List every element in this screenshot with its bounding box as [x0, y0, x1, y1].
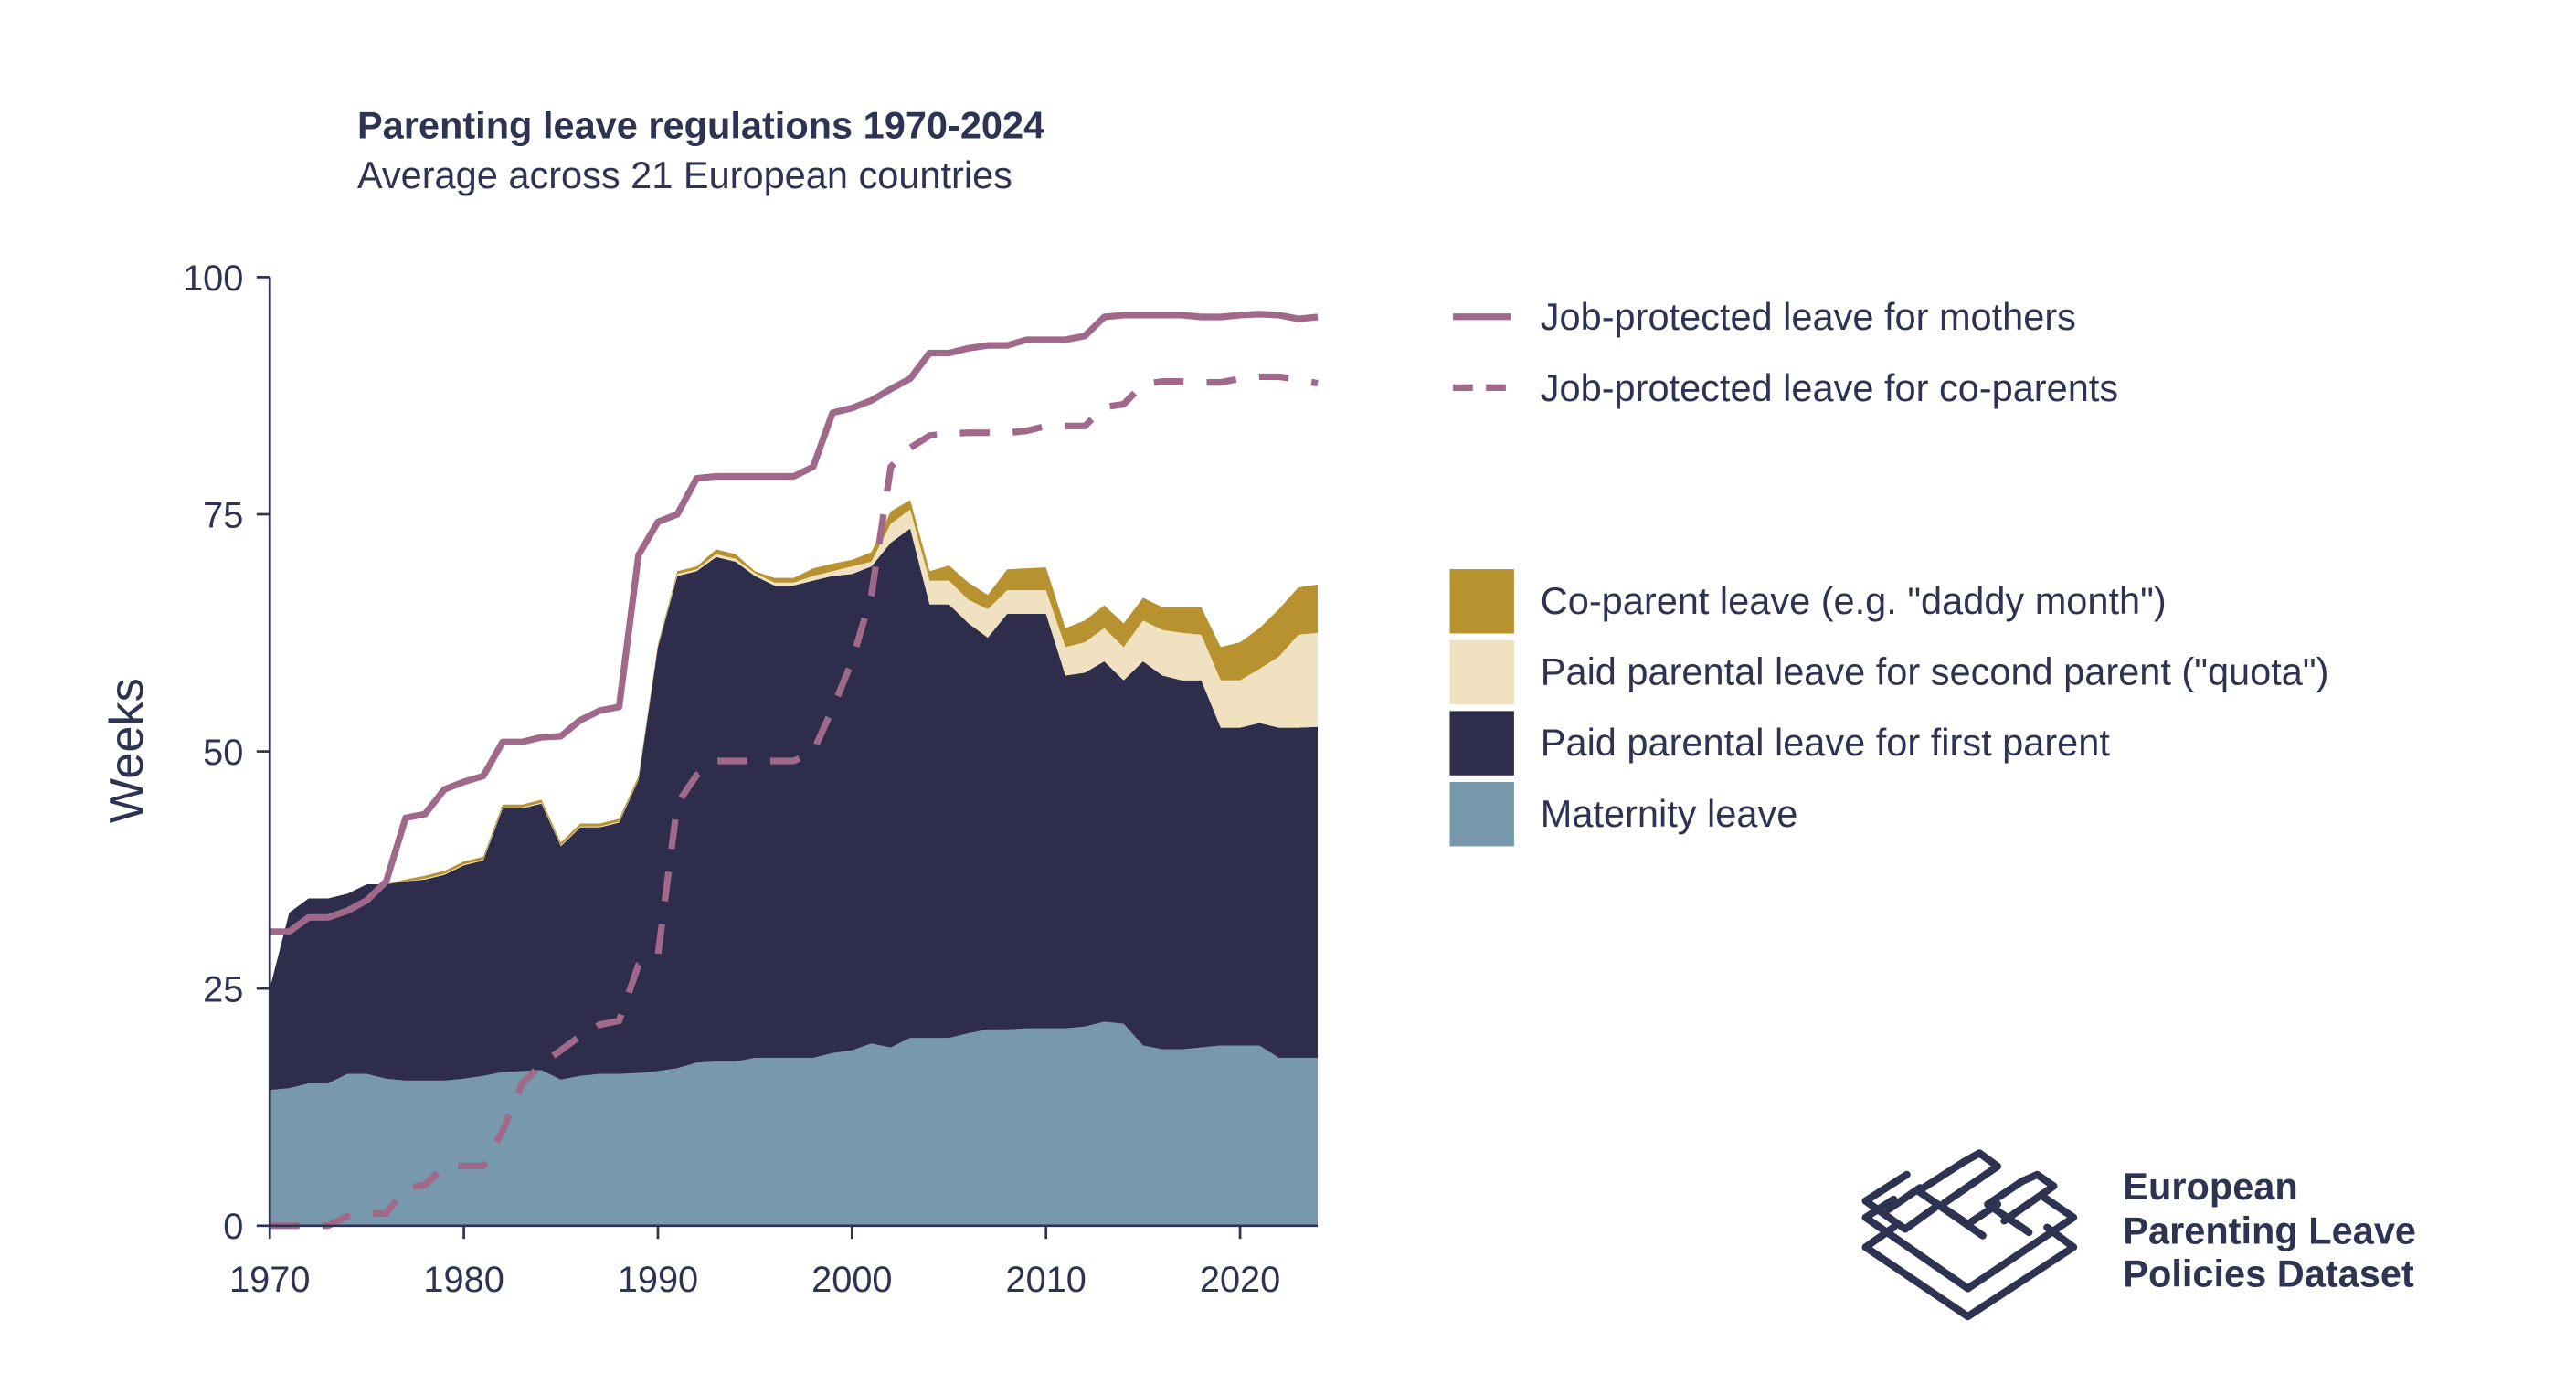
- y-tick-label: 25: [203, 970, 243, 1010]
- logo: European Parenting Leave Policies Datase…: [1861, 1149, 2416, 1321]
- y-tick-label: 0: [223, 1207, 243, 1247]
- chart-title: Parenting leave regulations 1970-2024: [357, 104, 1044, 147]
- x-tick-label: 2000: [811, 1260, 892, 1300]
- x-tick-label: 2020: [1200, 1260, 1280, 1300]
- legend-swatch-coparent-leave: [1449, 569, 1514, 634]
- legend-swatch-second-parent: [1449, 639, 1514, 705]
- x-tick-label: 1970: [229, 1260, 310, 1300]
- legend-swatch-first-parent: [1449, 711, 1514, 776]
- logo-text-line3: Policies Dataset: [2123, 1252, 2414, 1295]
- x-tick-label: 1990: [618, 1260, 698, 1300]
- legend: Job-protected leave for mothers Job-prot…: [1449, 295, 2329, 847]
- line-coparents-job-protected-leave: [270, 373, 1319, 1230]
- x-tick-label: 1980: [423, 1260, 504, 1300]
- legend-label-first-parent: Paid parental leave for first parent: [1541, 721, 2111, 764]
- legend-label-second-parent: Paid parental leave for second parent ("…: [1541, 649, 2329, 692]
- lines-layer: [270, 311, 1319, 1230]
- legend-label-coparent-leave: Co-parent leave (e.g. "daddy month"): [1541, 579, 2167, 622]
- axes: 0 25 50 75 100 1970 1980 1990 2000 2010 2020: [183, 259, 1319, 1300]
- legend-label-maternity: Maternity leave: [1541, 792, 1798, 835]
- legend-label-coparents: Job-protected leave for co-parents: [1541, 366, 2118, 409]
- logo-text-line1: European: [2123, 1165, 2297, 1208]
- chart-subtitle: Average across 21 European countries: [357, 153, 1012, 196]
- y-axis-label: Weeks: [101, 678, 154, 823]
- x-tick-label: 2010: [1006, 1260, 1087, 1300]
- line-mothers-job-protected-leave: [270, 311, 1319, 935]
- y-tick-label: 100: [183, 259, 243, 299]
- y-tick-label: 75: [203, 495, 243, 535]
- legend-swatch-maternity: [1449, 782, 1514, 847]
- y-tick-label: 50: [203, 733, 243, 773]
- area-second-parent-quota: [270, 509, 1319, 989]
- logo-text-line2: Parenting Leave: [2123, 1209, 2416, 1252]
- legend-label-mothers: Job-protected leave for mothers: [1541, 295, 2076, 338]
- stacked-layers-logo-icon: [1861, 1149, 2078, 1321]
- stacked-areas: [270, 500, 1319, 1226]
- area-first-parent-leave: [270, 528, 1319, 1091]
